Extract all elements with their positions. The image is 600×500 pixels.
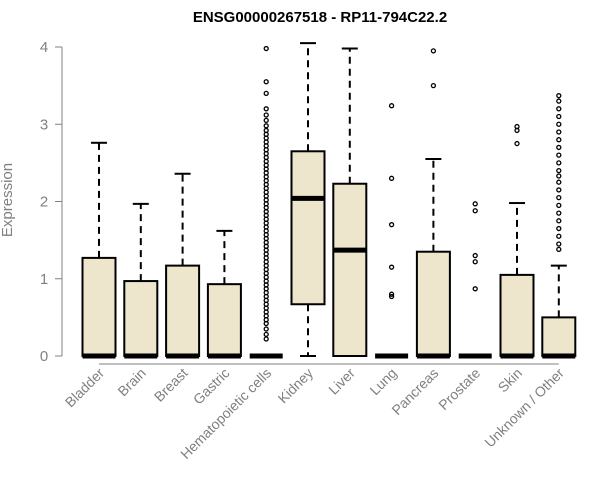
outlier-point: [388, 293, 395, 300]
outlier-point: [472, 259, 478, 265]
y-tick-label: 3: [40, 116, 48, 133]
box-body: [499, 273, 535, 358]
outlier-point: [388, 103, 395, 109]
outlier-point: [472, 286, 478, 292]
outlier-point: [388, 175, 395, 181]
outlier-point: [556, 167, 562, 174]
box-bladder: [81, 141, 117, 359]
outlier-point: [556, 129, 562, 135]
box-prostate: [458, 201, 492, 359]
outlier-point: [556, 106, 562, 112]
outlier-point: [472, 252, 478, 259]
outlier-point: [263, 117, 269, 124]
outlier-point: [556, 121, 562, 127]
x-tick-label: Kidney: [275, 365, 317, 407]
outlier-point: [556, 187, 562, 193]
outlier-point: [556, 160, 562, 166]
box-body: [165, 264, 201, 357]
y-axis-label: Expression: [0, 163, 16, 237]
box-pancreas: [415, 48, 451, 359]
outlier-point: [514, 127, 520, 134]
x-tick-label: Brain: [114, 365, 148, 399]
outlier-point: [388, 264, 395, 270]
boxes-layer: [81, 42, 577, 359]
outlier-point: [556, 218, 562, 224]
x-tick-label: Bladder: [62, 365, 108, 411]
outlier-point: [388, 222, 395, 228]
outlier-point: [472, 201, 478, 207]
box-hematopoietic-cells: [249, 45, 283, 359]
box-body: [290, 150, 326, 306]
box-brain: [123, 202, 159, 359]
outlier-point: [556, 210, 562, 216]
x-tick-label: Lung: [366, 365, 399, 398]
x-tick-label: Prostate: [435, 365, 483, 413]
box-skin: [499, 123, 535, 359]
box-gastric: [206, 229, 242, 359]
outlier-point: [556, 113, 562, 120]
outlier-point: [514, 140, 520, 147]
x-tick-label: Liver: [325, 365, 358, 398]
outlier-point: [388, 291, 395, 297]
outlier-point: [556, 93, 562, 99]
box-liver: [332, 47, 368, 357]
box-breast: [165, 172, 201, 359]
outlier-point: [263, 90, 269, 96]
x-tick-label: Skin: [495, 365, 526, 396]
y-tick-label: 2: [40, 194, 48, 211]
outlier-point: [556, 202, 562, 209]
outlier-point: [263, 112, 269, 118]
x-tick-label: Breast: [151, 365, 191, 405]
x-tick-label: Unknown / Other: [481, 365, 567, 451]
outlier-point: [556, 225, 562, 232]
box-body: [541, 316, 577, 357]
box-kidney: [290, 42, 326, 357]
outlier-point: [556, 152, 562, 158]
outlier-point: [263, 106, 269, 112]
outlier-point: [263, 336, 269, 342]
box-lung: [375, 103, 409, 359]
outlier-point: [430, 82, 437, 89]
outlier-point: [556, 144, 562, 151]
outlier-point: [556, 98, 562, 104]
outlier-point: [263, 79, 269, 85]
outlier-point: [556, 194, 562, 201]
outlier-point: [556, 137, 562, 143]
outlier-point: [263, 331, 269, 338]
y-tick-label: 1: [40, 271, 48, 288]
outlier-point: [263, 45, 269, 52]
chart-title: ENSG00000267518 - RP11-794C22.2: [193, 9, 447, 26]
outlier-point: [556, 179, 562, 185]
box-body: [123, 280, 159, 358]
outlier-point: [263, 123, 269, 129]
outlier-point: [556, 241, 562, 247]
box-body: [206, 283, 242, 357]
box-unknown-other: [541, 93, 577, 359]
outlier-point: [472, 208, 478, 214]
axes: 0 1 2 3 4: [40, 39, 559, 365]
y-tick-label: 0: [40, 348, 48, 365]
box-body: [332, 182, 368, 357]
outlier-point: [556, 246, 562, 253]
y-tick-label: 4: [40, 39, 48, 56]
outlier-point: [556, 233, 562, 239]
outlier-point: [263, 326, 269, 332]
box-body: [415, 250, 451, 357]
outlier-point: [430, 48, 437, 54]
outlier-point: [263, 320, 269, 327]
box-body: [81, 256, 117, 357]
outlier-point: [556, 173, 562, 179]
